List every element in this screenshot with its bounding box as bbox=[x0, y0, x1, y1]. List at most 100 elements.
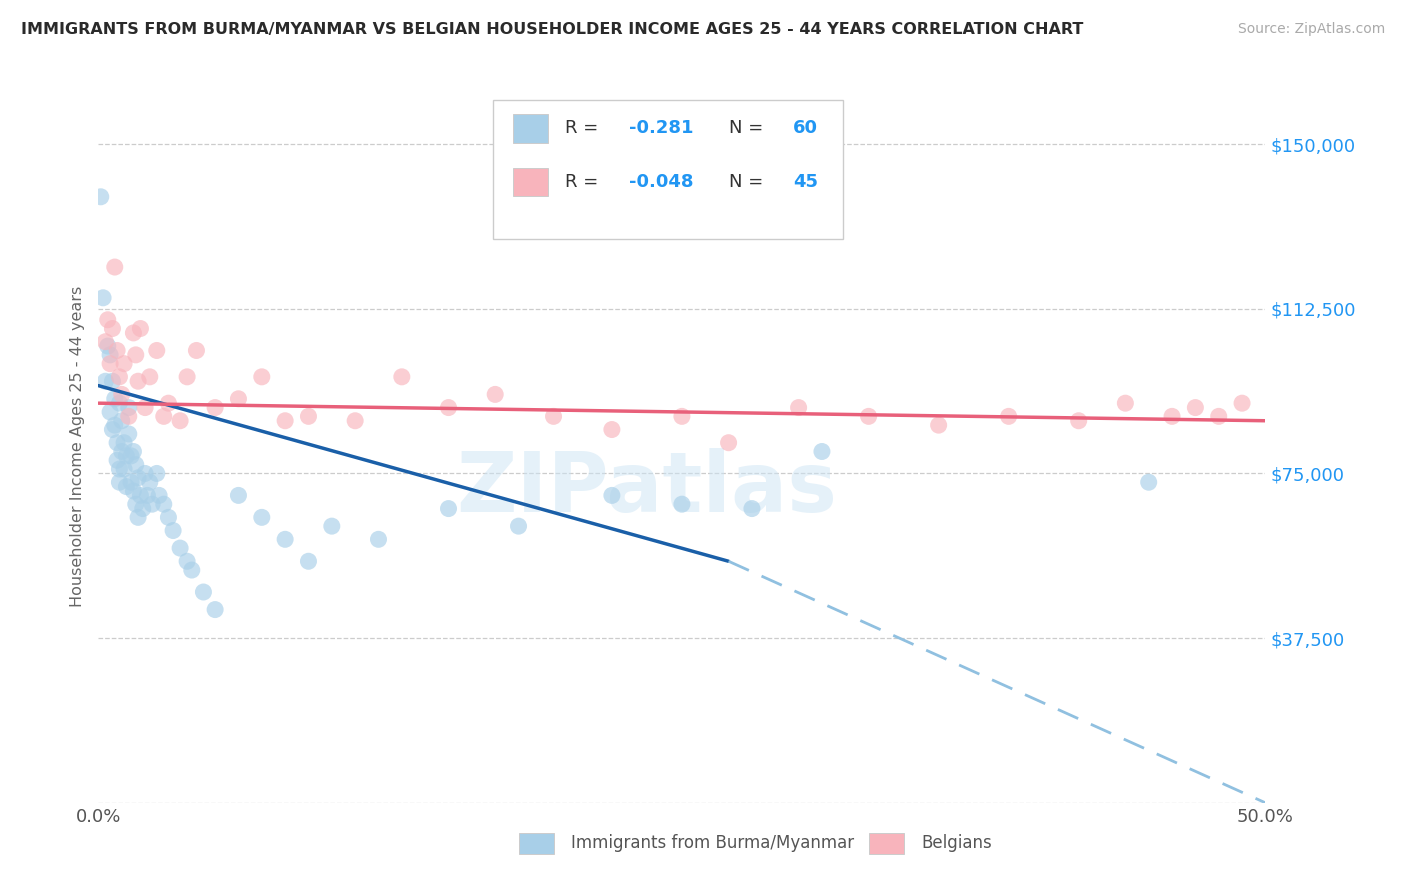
Point bbox=[297, 554, 319, 568]
Point bbox=[162, 524, 184, 538]
Point bbox=[274, 414, 297, 428]
Point bbox=[204, 602, 226, 616]
Point bbox=[105, 435, 128, 450]
Point bbox=[169, 541, 191, 555]
Text: Source: ZipAtlas.com: Source: ZipAtlas.com bbox=[1237, 22, 1385, 37]
Point bbox=[139, 369, 162, 384]
Point bbox=[115, 480, 138, 494]
Point bbox=[118, 426, 141, 441]
Point bbox=[108, 462, 131, 476]
Point bbox=[437, 501, 460, 516]
Point bbox=[250, 369, 273, 384]
Point bbox=[104, 418, 127, 433]
Point bbox=[101, 423, 124, 437]
Point bbox=[157, 510, 180, 524]
Point bbox=[108, 475, 131, 490]
Y-axis label: Householder Income Ages 25 - 44 years: Householder Income Ages 25 - 44 years bbox=[69, 285, 84, 607]
Point bbox=[120, 449, 142, 463]
Point bbox=[484, 387, 506, 401]
Point bbox=[928, 418, 950, 433]
Point bbox=[1208, 409, 1230, 424]
Point bbox=[1230, 396, 1253, 410]
Point bbox=[122, 326, 145, 340]
Point bbox=[94, 374, 117, 388]
Point bbox=[600, 423, 623, 437]
Bar bbox=[519, 833, 554, 855]
Point bbox=[146, 343, 169, 358]
Point bbox=[1137, 475, 1160, 490]
Point bbox=[94, 334, 117, 349]
Point bbox=[274, 533, 297, 547]
Point bbox=[97, 339, 120, 353]
Point bbox=[157, 396, 180, 410]
Point bbox=[98, 405, 121, 419]
Point bbox=[228, 392, 250, 406]
Bar bbox=[513, 168, 548, 196]
Point bbox=[148, 488, 170, 502]
Point bbox=[129, 321, 152, 335]
Point bbox=[129, 488, 152, 502]
Point bbox=[118, 409, 141, 424]
Point bbox=[90, 190, 112, 204]
Point bbox=[104, 260, 127, 274]
Point bbox=[180, 563, 202, 577]
Point bbox=[858, 409, 880, 424]
Point bbox=[141, 497, 163, 511]
Point bbox=[108, 369, 131, 384]
Point bbox=[193, 585, 215, 599]
Text: R =: R = bbox=[565, 173, 599, 191]
Point bbox=[105, 343, 128, 358]
Point bbox=[1114, 396, 1136, 410]
Text: N =: N = bbox=[728, 120, 763, 137]
Point bbox=[125, 348, 148, 362]
Point bbox=[134, 401, 156, 415]
Bar bbox=[513, 114, 548, 143]
Point bbox=[152, 497, 174, 511]
Point bbox=[132, 501, 155, 516]
Point bbox=[125, 497, 148, 511]
Bar bbox=[869, 833, 904, 855]
Point bbox=[250, 510, 273, 524]
Point bbox=[127, 510, 149, 524]
Text: Immigrants from Burma/Myanmar: Immigrants from Burma/Myanmar bbox=[571, 835, 855, 853]
Text: 60: 60 bbox=[793, 120, 818, 137]
Point bbox=[108, 396, 131, 410]
Point bbox=[98, 348, 121, 362]
Point bbox=[169, 414, 191, 428]
Point bbox=[120, 475, 142, 490]
Point bbox=[344, 414, 367, 428]
Point bbox=[112, 435, 135, 450]
Point bbox=[97, 312, 120, 326]
Text: N =: N = bbox=[728, 173, 763, 191]
Point bbox=[105, 453, 128, 467]
Point bbox=[91, 291, 114, 305]
Point bbox=[122, 444, 145, 458]
Point bbox=[186, 343, 208, 358]
Point bbox=[321, 519, 343, 533]
Point bbox=[115, 449, 138, 463]
Point bbox=[139, 475, 162, 490]
Text: Belgians: Belgians bbox=[921, 835, 991, 853]
Point bbox=[228, 488, 250, 502]
Text: 45: 45 bbox=[793, 173, 818, 191]
Point bbox=[787, 401, 810, 415]
Point bbox=[127, 374, 149, 388]
Point bbox=[127, 471, 149, 485]
Point bbox=[104, 392, 127, 406]
Point bbox=[204, 401, 226, 415]
Text: ZIPatlas: ZIPatlas bbox=[457, 449, 838, 529]
Point bbox=[122, 483, 145, 498]
Point bbox=[111, 444, 134, 458]
Point bbox=[671, 497, 693, 511]
Point bbox=[1184, 401, 1206, 415]
Point bbox=[508, 519, 530, 533]
Point bbox=[1067, 414, 1090, 428]
Point bbox=[136, 488, 159, 502]
FancyBboxPatch shape bbox=[494, 100, 844, 239]
Point bbox=[118, 401, 141, 415]
Text: -0.048: -0.048 bbox=[630, 173, 695, 191]
Point bbox=[997, 409, 1019, 424]
Point bbox=[134, 467, 156, 481]
Point bbox=[741, 501, 763, 516]
Point bbox=[176, 369, 198, 384]
